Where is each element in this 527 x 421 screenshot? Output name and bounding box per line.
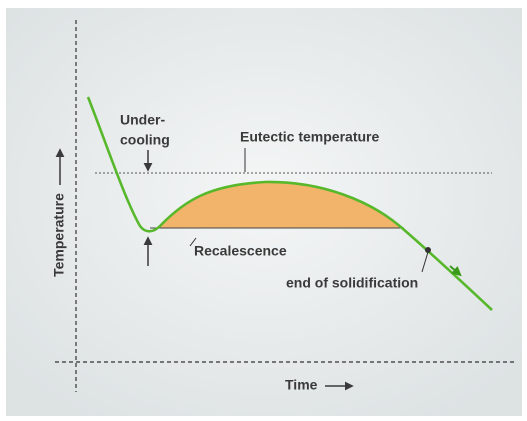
recalescence-label: Recalescence [194, 243, 287, 259]
recalescence-leader [189, 237, 197, 247]
curve-arrow [449, 265, 462, 277]
eutectic-label: Eutectic temperature [240, 129, 379, 145]
end-leader [421, 251, 429, 273]
end-label: end of solidification [286, 275, 418, 291]
recalescence-area [158, 181, 402, 228]
x-axis-label: Time [285, 377, 318, 393]
y-axis-label: Temperature [51, 193, 67, 277]
end-point [425, 247, 431, 253]
undercooling-label: cooling [120, 132, 170, 148]
cooling-curve [86, 96, 493, 311]
undercooling-label: Under- [120, 112, 165, 128]
